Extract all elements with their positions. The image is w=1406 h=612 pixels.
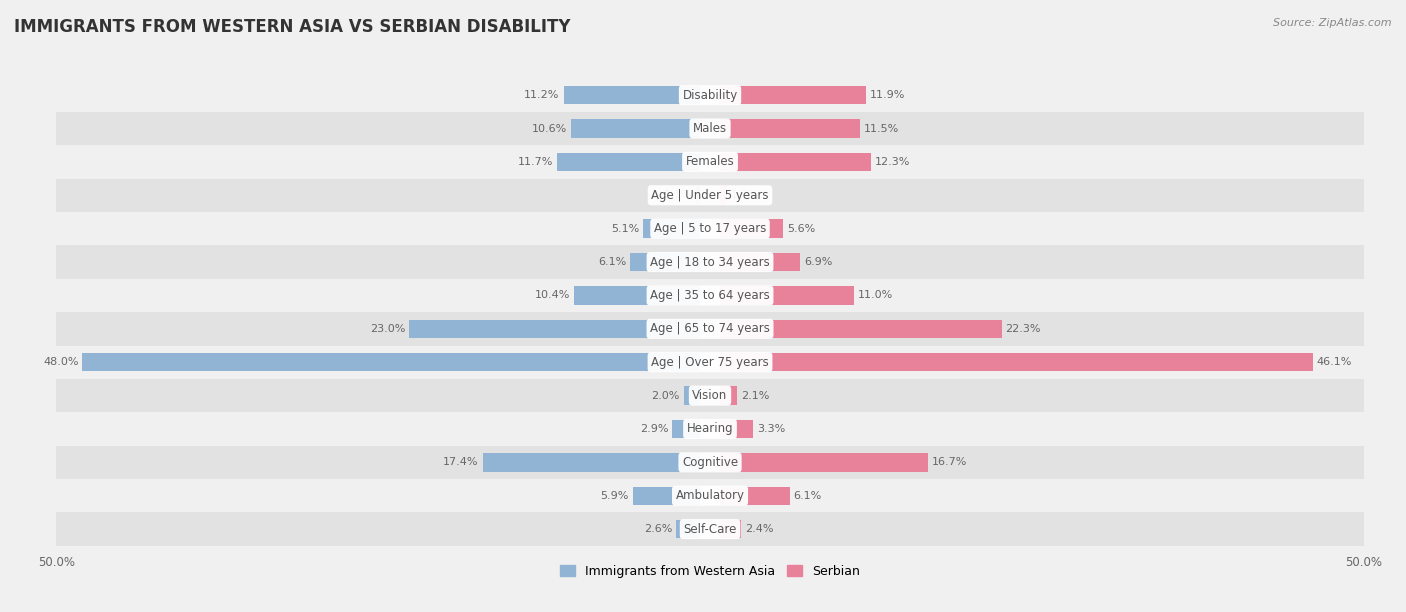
Bar bbox=[720, 220, 783, 238]
Text: 1.3%: 1.3% bbox=[731, 190, 759, 200]
Bar bbox=[56, 112, 1364, 145]
Bar bbox=[720, 487, 790, 505]
Bar bbox=[564, 86, 700, 104]
Bar bbox=[83, 353, 700, 371]
Text: 5.9%: 5.9% bbox=[600, 491, 628, 501]
Text: 5.1%: 5.1% bbox=[612, 223, 640, 234]
Bar bbox=[56, 412, 1364, 446]
Text: Males: Males bbox=[693, 122, 727, 135]
Text: IMMIGRANTS FROM WESTERN ASIA VS SERBIAN DISABILITY: IMMIGRANTS FROM WESTERN ASIA VS SERBIAN … bbox=[14, 18, 571, 36]
Bar bbox=[56, 446, 1364, 479]
Bar bbox=[56, 346, 1364, 379]
Text: 3.3%: 3.3% bbox=[756, 424, 786, 434]
Text: Age | Over 75 years: Age | Over 75 years bbox=[651, 356, 769, 368]
Bar bbox=[720, 353, 1313, 371]
Text: 11.5%: 11.5% bbox=[865, 124, 900, 133]
Text: 11.0%: 11.0% bbox=[858, 291, 893, 300]
Text: Hearing: Hearing bbox=[686, 422, 734, 436]
Text: Females: Females bbox=[686, 155, 734, 168]
Bar bbox=[672, 420, 700, 438]
Text: 23.0%: 23.0% bbox=[370, 324, 405, 334]
Text: 12.3%: 12.3% bbox=[875, 157, 910, 167]
Text: 48.0%: 48.0% bbox=[44, 357, 79, 367]
Text: 2.1%: 2.1% bbox=[741, 390, 770, 401]
Text: 46.1%: 46.1% bbox=[1317, 357, 1353, 367]
Bar bbox=[56, 379, 1364, 412]
Bar bbox=[571, 119, 700, 138]
Text: 10.4%: 10.4% bbox=[534, 291, 569, 300]
Bar bbox=[56, 212, 1364, 245]
Bar bbox=[574, 286, 700, 305]
Text: 6.1%: 6.1% bbox=[794, 491, 823, 501]
Bar bbox=[696, 186, 700, 204]
Legend: Immigrants from Western Asia, Serbian: Immigrants from Western Asia, Serbian bbox=[555, 560, 865, 583]
Bar bbox=[683, 386, 700, 405]
Bar bbox=[409, 319, 700, 338]
Bar bbox=[644, 220, 700, 238]
Bar bbox=[482, 453, 700, 471]
Text: 5.6%: 5.6% bbox=[787, 223, 815, 234]
Text: 6.1%: 6.1% bbox=[598, 257, 626, 267]
Text: Vision: Vision bbox=[692, 389, 728, 402]
Bar bbox=[720, 520, 741, 539]
Text: 10.6%: 10.6% bbox=[533, 124, 568, 133]
Text: Age | 65 to 74 years: Age | 65 to 74 years bbox=[650, 323, 770, 335]
Bar bbox=[630, 253, 700, 271]
Bar bbox=[720, 420, 754, 438]
Bar bbox=[557, 153, 700, 171]
Bar bbox=[56, 179, 1364, 212]
Bar bbox=[720, 186, 727, 204]
Bar bbox=[633, 487, 700, 505]
Bar bbox=[720, 453, 928, 471]
Text: 17.4%: 17.4% bbox=[443, 457, 478, 468]
Text: 2.4%: 2.4% bbox=[745, 524, 773, 534]
Text: Age | 35 to 64 years: Age | 35 to 64 years bbox=[650, 289, 770, 302]
Bar bbox=[56, 278, 1364, 312]
Text: 2.9%: 2.9% bbox=[640, 424, 668, 434]
Bar bbox=[720, 386, 738, 405]
Text: 16.7%: 16.7% bbox=[932, 457, 967, 468]
Text: 22.3%: 22.3% bbox=[1005, 324, 1040, 334]
Bar bbox=[720, 253, 800, 271]
Bar bbox=[56, 312, 1364, 346]
Bar bbox=[676, 520, 700, 539]
Text: Age | 18 to 34 years: Age | 18 to 34 years bbox=[650, 256, 770, 269]
Bar bbox=[720, 86, 866, 104]
Text: 2.6%: 2.6% bbox=[644, 524, 672, 534]
Text: Source: ZipAtlas.com: Source: ZipAtlas.com bbox=[1274, 18, 1392, 28]
Bar bbox=[56, 78, 1364, 112]
Bar bbox=[56, 512, 1364, 546]
Text: 1.1%: 1.1% bbox=[664, 190, 692, 200]
Text: Ambulatory: Ambulatory bbox=[675, 489, 745, 502]
Text: Disability: Disability bbox=[682, 89, 738, 102]
Text: Self-Care: Self-Care bbox=[683, 523, 737, 536]
Bar bbox=[720, 153, 870, 171]
Text: 11.2%: 11.2% bbox=[524, 90, 560, 100]
Bar bbox=[56, 479, 1364, 512]
Text: Cognitive: Cognitive bbox=[682, 456, 738, 469]
Text: 6.9%: 6.9% bbox=[804, 257, 832, 267]
Bar bbox=[720, 286, 853, 305]
Text: Age | Under 5 years: Age | Under 5 years bbox=[651, 188, 769, 202]
Text: Age | 5 to 17 years: Age | 5 to 17 years bbox=[654, 222, 766, 235]
Text: 2.0%: 2.0% bbox=[651, 390, 681, 401]
Bar bbox=[720, 119, 860, 138]
Text: 11.7%: 11.7% bbox=[517, 157, 553, 167]
Bar bbox=[56, 245, 1364, 278]
Bar bbox=[56, 145, 1364, 179]
Bar bbox=[720, 319, 1001, 338]
Text: 11.9%: 11.9% bbox=[869, 90, 905, 100]
